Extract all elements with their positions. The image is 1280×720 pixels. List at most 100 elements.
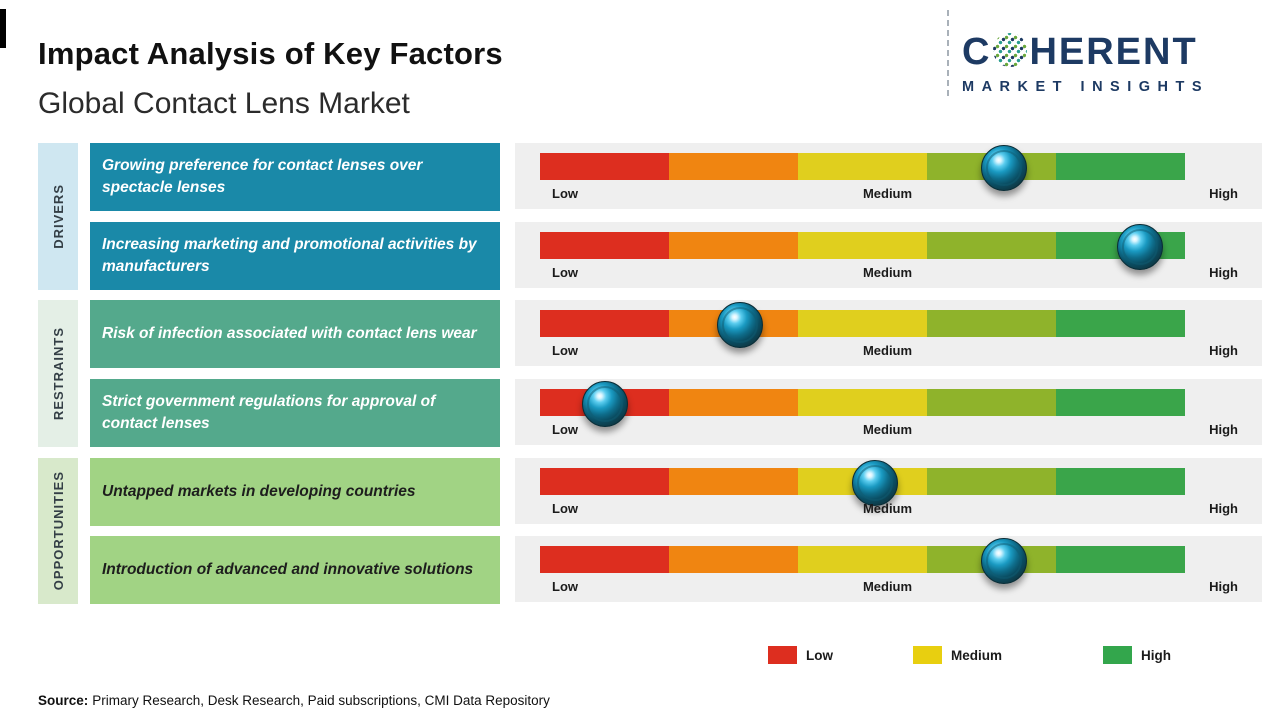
scale-segment-yellow: [798, 232, 927, 259]
scale-label-medium: Medium: [862, 265, 913, 280]
legend-label-low: Low: [806, 647, 833, 663]
scale-segment-green: [1056, 310, 1185, 337]
scale-label-low: Low: [552, 579, 578, 594]
legend-label-medium: Medium: [951, 647, 1003, 663]
factor-text: Untapped markets in developing countries: [102, 482, 416, 500]
impact-bar: [540, 380, 1185, 427]
category-text: DRIVERS: [50, 184, 66, 249]
scale-segment-yellowgreen: [927, 468, 1056, 495]
factor-text: Strict government regulations for approv…: [102, 392, 436, 432]
factor-text: Risk of infection associated with contac…: [102, 324, 477, 342]
scale-label-high: High: [1209, 186, 1238, 201]
scale-label-high: High: [1209, 501, 1238, 516]
impact-bar: [540, 223, 1185, 270]
scale-segment-yellowgreen: [927, 232, 1056, 259]
scale-segment-yellow: [798, 389, 927, 416]
impact-marker: [1116, 223, 1163, 270]
category-label-restraints: RESTRAINTS: [38, 300, 78, 447]
scale-segment-red: [540, 310, 669, 337]
impact-marker: [981, 537, 1028, 584]
factor-text: Growing preference for contact lenses ov…: [102, 156, 423, 196]
scale-label-high: High: [1209, 579, 1238, 594]
impact-scale-row: Low Medium High: [515, 536, 1262, 602]
impact-marker: [852, 459, 899, 506]
impact-marker: [981, 144, 1028, 191]
legend-item-high: High: [1103, 646, 1171, 664]
scale-label-medium: Medium: [862, 343, 913, 358]
factor-box: Introduction of advanced and innovative …: [90, 536, 500, 604]
factor-box: Strict government regulations for approv…: [90, 379, 500, 447]
legend-item-low: Low: [768, 646, 833, 664]
impact-scale-row: Low Medium High: [515, 143, 1262, 209]
scale-label-low: Low: [552, 422, 578, 437]
scale-label-medium: Medium: [862, 186, 913, 201]
scale-segment-green: [1056, 546, 1185, 573]
brand-logo: C HERENT MARKET INSIGHTS: [962, 30, 1264, 95]
factor-box: Untapped markets in developing countries: [90, 458, 500, 526]
impact-scale-row: Low Medium High: [515, 458, 1262, 524]
scale-segment-orange: [669, 232, 798, 259]
factor-box: Growing preference for contact lenses ov…: [90, 143, 500, 211]
impact-bar: [540, 537, 1185, 584]
logo-text-suffix: HERENT: [1029, 31, 1198, 73]
scale-segment-red: [540, 546, 669, 573]
scale-label-medium: Medium: [862, 422, 913, 437]
scale-label-high: High: [1209, 265, 1238, 280]
scale-segment-red: [540, 153, 669, 180]
scale-segment-yellow: [798, 310, 927, 337]
legend-item-medium: Medium: [913, 646, 1002, 664]
scale-segment-orange: [669, 389, 798, 416]
legend-label-high: High: [1141, 647, 1171, 663]
logo-text-prefix: C: [962, 31, 992, 73]
factor-text: Introduction of advanced and innovative …: [102, 560, 474, 578]
category-label-opportunities: OPPORTUNITIES: [38, 458, 78, 604]
globe-icon: [993, 33, 1028, 67]
category-label-drivers: DRIVERS: [38, 143, 78, 290]
scale-label-high: High: [1209, 343, 1238, 358]
impact-scale-row: Low Medium High: [515, 379, 1262, 445]
scale-label-low: Low: [552, 501, 578, 516]
scale-segment-red: [540, 232, 669, 259]
impact-scale-row: Low Medium High: [515, 222, 1262, 288]
scale-label-low: Low: [552, 343, 578, 358]
scale-segment-orange: [669, 546, 798, 573]
scale-label-medium: Medium: [862, 501, 913, 516]
scale-segment-green: [1056, 389, 1185, 416]
scale-segment-green: [1056, 153, 1185, 180]
category-text: OPPORTUNITIES: [50, 471, 66, 591]
category-text: RESTRAINTS: [50, 326, 66, 421]
scale-segment-green: [1056, 468, 1185, 495]
scale-segment-yellowgreen: [927, 310, 1056, 337]
scale-segment-orange: [669, 468, 798, 495]
legend-swatch-high: [1103, 646, 1132, 664]
source-text: Primary Research, Desk Research, Paid su…: [92, 693, 550, 708]
source-note: Source: Primary Research, Desk Research, …: [38, 693, 550, 708]
scale-label-high: High: [1209, 422, 1238, 437]
source-label: Source:: [38, 693, 89, 708]
page-title: Impact Analysis of Key Factors: [38, 36, 503, 71]
brand-wordmark: C HERENT: [962, 30, 1264, 74]
impact-scale-row: Low Medium High: [515, 300, 1262, 366]
impact-marker: [581, 380, 628, 427]
logo-divider: [947, 10, 949, 96]
impact-bar: [540, 459, 1185, 506]
impact-marker: [716, 301, 763, 348]
brand-tagline: MARKET INSIGHTS: [962, 79, 1210, 95]
scale-label-low: Low: [552, 186, 578, 201]
scale-label-low: Low: [552, 265, 578, 280]
scale-segment-yellow: [798, 546, 927, 573]
impact-bar: [540, 144, 1185, 191]
legend-swatch-medium: [913, 646, 942, 664]
scale-segment-red: [540, 468, 669, 495]
impact-bar: [540, 301, 1185, 348]
factor-text: Increasing marketing and promotional act…: [102, 235, 477, 275]
scale-segment-orange: [669, 153, 798, 180]
factor-box: Increasing marketing and promotional act…: [90, 222, 500, 290]
scale-segment-yellow: [798, 153, 927, 180]
factor-box: Risk of infection associated with contac…: [90, 300, 500, 368]
legend-swatch-low: [768, 646, 797, 664]
scale-segment-yellowgreen: [927, 389, 1056, 416]
scale-label-medium: Medium: [862, 579, 913, 594]
left-edge-accent: [0, 9, 6, 48]
